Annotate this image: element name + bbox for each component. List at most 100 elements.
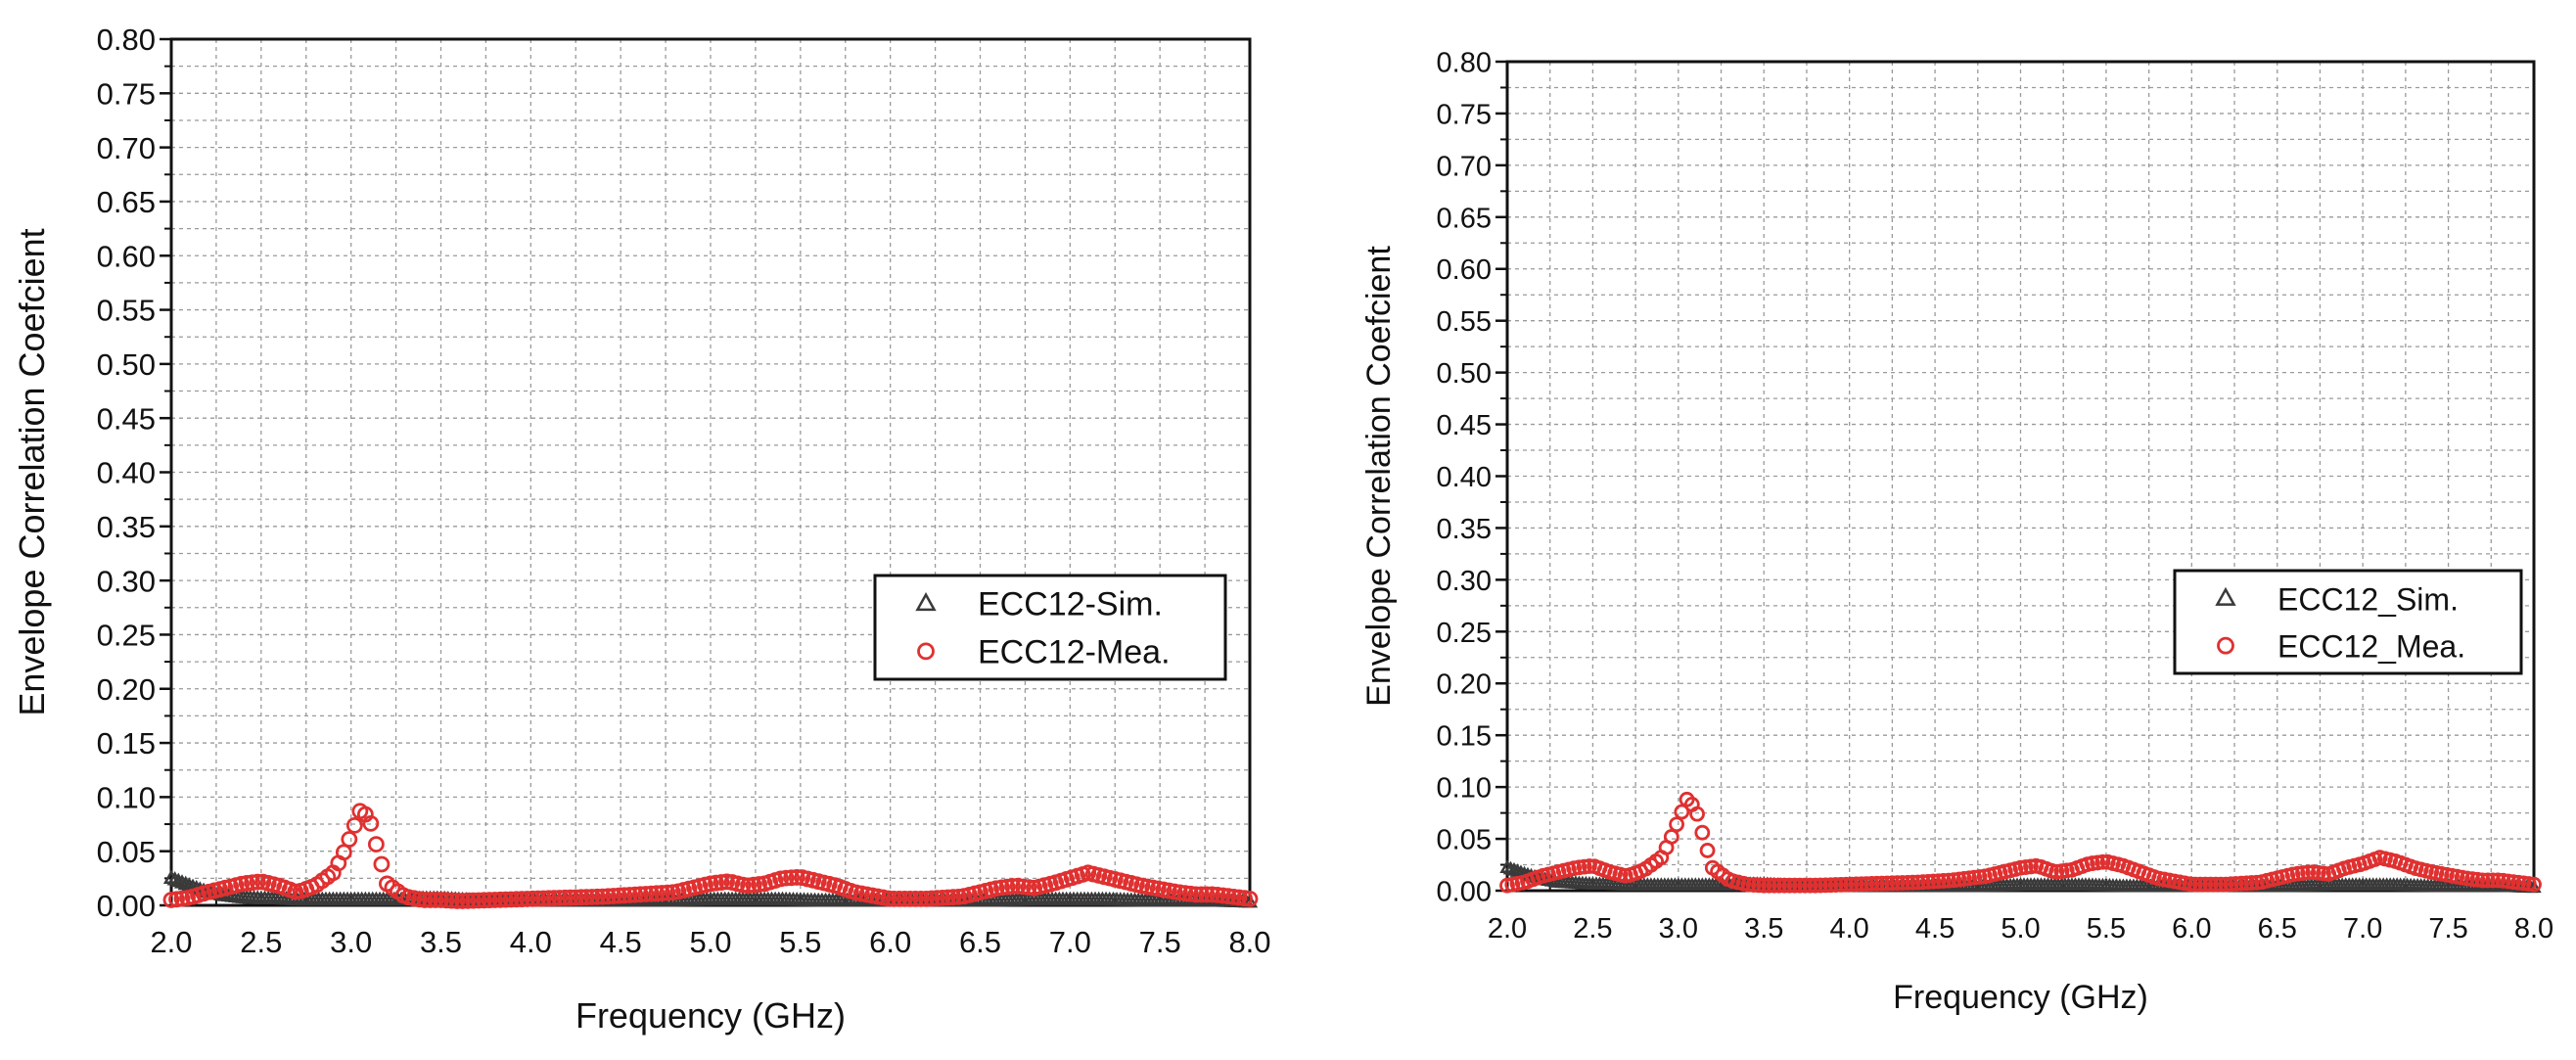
data-point-mea xyxy=(1786,877,1803,894)
data-point-mea xyxy=(642,885,660,902)
data-point-mea xyxy=(2243,875,2260,891)
data-point-mea xyxy=(1843,876,1860,893)
data-point-mea xyxy=(944,889,962,906)
legend-left: ECC12-Sim. ECC12-Mea. xyxy=(873,574,1227,681)
data-point-mea xyxy=(2300,864,2317,881)
data-point-mea xyxy=(2228,876,2244,892)
x-tick-label: 2.5 xyxy=(1573,913,1612,945)
data-point-mea xyxy=(1848,876,1864,893)
data-point-mea xyxy=(534,890,552,907)
x-tick-label: 5.0 xyxy=(2001,913,2040,945)
data-point-mea xyxy=(524,890,541,907)
data-point-mea xyxy=(2218,876,2234,893)
data-point-mea xyxy=(1859,876,1875,893)
data-point-sim xyxy=(162,869,180,885)
y-tick-label: 0.20 xyxy=(1437,669,1492,701)
data-point-mea xyxy=(437,892,455,909)
data-point-mea xyxy=(341,831,358,848)
data-point-mea xyxy=(2485,872,2501,889)
data-point-mea xyxy=(562,889,579,906)
data-point-mea xyxy=(605,888,622,904)
legend-marker-mea xyxy=(917,642,935,661)
data-point-sim xyxy=(166,871,183,886)
grid-left xyxy=(171,39,1250,905)
data-point-mea xyxy=(1674,804,1690,820)
data-point-mea xyxy=(1879,875,1896,892)
data-point-mea xyxy=(1920,873,1936,890)
data-point-mea xyxy=(345,816,363,834)
y-tick-label: 0.70 xyxy=(97,131,156,165)
data-point-mea xyxy=(631,886,649,903)
data-points-left xyxy=(162,803,1259,909)
chart-left: 2.0 2.5 3.0 3.5 4.0 4.5 5.0 5.5 6.0 6.5 7.0 7.5 8.0 0… xyxy=(12,23,1271,1036)
y-tick-label: 0.55 xyxy=(97,294,156,328)
data-point-mea xyxy=(448,893,466,909)
data-point-mea xyxy=(1792,877,1808,894)
x-tick-label: 4.5 xyxy=(600,925,642,959)
data-point-mea xyxy=(594,888,612,905)
y-tick-label: 0.80 xyxy=(97,23,156,57)
x-tick-label: 7.0 xyxy=(2343,913,2382,945)
data-point-mea xyxy=(912,890,930,907)
data-point-mea xyxy=(2490,872,2507,889)
x-tick-label: 6.0 xyxy=(2172,913,2211,945)
data-point-mea xyxy=(906,890,924,907)
data-point-mea xyxy=(2192,876,2208,893)
data-point-mea xyxy=(788,869,805,886)
x-axis-title-left: Frequency (GHz) xyxy=(575,995,846,1036)
x-tick-label: 5.0 xyxy=(689,925,731,959)
data-point-mea xyxy=(2479,872,2496,889)
data-point-mea xyxy=(1756,877,1772,894)
data-point-mea xyxy=(2233,875,2249,892)
y-tick-label: 0.75 xyxy=(1437,99,1492,130)
y-tick-label: 0.20 xyxy=(97,672,156,707)
data-point-mea xyxy=(422,892,438,908)
data-point-mea xyxy=(654,885,670,901)
data-point-mea xyxy=(551,890,569,906)
y-tick-label: 0.50 xyxy=(97,347,156,382)
y-tick-label: 0.05 xyxy=(1437,825,1492,856)
data-point-mea xyxy=(1925,873,1942,890)
y-tick-label: 0.50 xyxy=(1437,358,1492,390)
data-point-mea xyxy=(540,890,558,907)
data-point-mea xyxy=(1868,875,1885,892)
data-point-mea xyxy=(529,890,547,907)
data-point-mea xyxy=(1751,877,1767,894)
y-tick-label: 0.65 xyxy=(97,185,156,219)
data-point-mea xyxy=(1813,877,1828,894)
y-tick-label: 0.10 xyxy=(1437,773,1492,805)
data-point-mea xyxy=(923,890,941,907)
data-point-mea xyxy=(1827,877,1844,893)
data-point-mea xyxy=(416,892,434,908)
data-point-mea xyxy=(2474,872,2491,889)
x-tick-label: 4.0 xyxy=(1830,913,1869,945)
data-point-mea xyxy=(1204,886,1220,903)
legend-marker-sim xyxy=(2215,586,2236,606)
x-tick-label: 7.5 xyxy=(1139,925,1181,959)
data-point-mea xyxy=(1776,877,1793,894)
y-tick-label: 0.65 xyxy=(1437,203,1492,234)
data-point-mea xyxy=(470,892,487,909)
data-point-mea xyxy=(1905,874,1921,891)
data-point-mea xyxy=(1802,877,1818,894)
data-point-mea xyxy=(491,891,509,908)
data-point-mea xyxy=(880,890,897,907)
data-point-mea xyxy=(1669,816,1684,833)
data-point-mea xyxy=(1900,874,1916,891)
legend-right: ECC12_Sim. ECC12_Mea. xyxy=(2173,569,2523,675)
y-axis-title-left: Envelope Correlation Coefcient xyxy=(12,228,52,715)
data-point-mea xyxy=(2186,876,2203,893)
data-point-mea xyxy=(777,869,795,887)
data-point-mea xyxy=(362,814,380,832)
data-point-mea xyxy=(1930,873,1947,890)
data-point-mea xyxy=(502,891,520,908)
legend-box-right xyxy=(2173,569,2523,675)
y-tick-label: 0.60 xyxy=(97,239,156,273)
x-tick-label: 7.5 xyxy=(2428,913,2467,945)
data-point-mea xyxy=(1894,875,1910,891)
x-tick-label: 8.0 xyxy=(1228,925,1270,959)
axis-ticks-left: 2.0 2.5 3.0 3.5 4.0 4.5 5.0 5.5 6.0 6.5 7.0 7.5 8.0 0… xyxy=(97,23,1271,959)
x-tick-label: 5.5 xyxy=(2087,913,2126,945)
x-tick-label: 5.5 xyxy=(779,925,821,959)
data-point-mea xyxy=(588,888,606,905)
